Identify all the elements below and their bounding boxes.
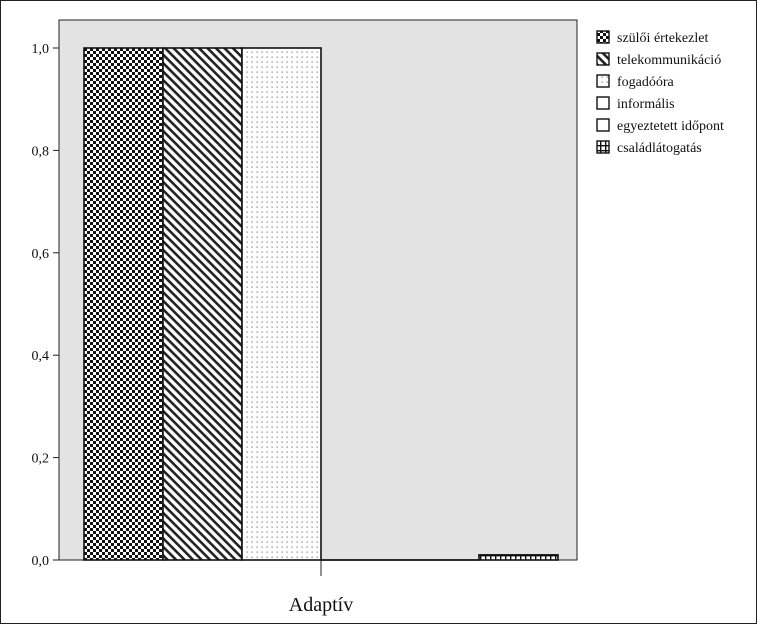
legend-label: szülői értekezlet (617, 31, 708, 46)
legend-swatch (596, 140, 610, 154)
bar-3 (241, 47, 322, 561)
legend-label: fogadóóra (617, 75, 675, 90)
x-axis: Adaptív (289, 560, 353, 616)
legend-label: egyeztetett időpont (617, 119, 724, 134)
legend-label: informális (617, 97, 675, 112)
bar-6 (478, 554, 559, 561)
legend-swatch (596, 74, 610, 88)
y-tick-label: 0,4 (32, 349, 50, 364)
legend-swatch (596, 52, 610, 66)
legend-swatch (596, 30, 610, 44)
legend: szülői értekezlet telekommunikáció fogadóó… (596, 30, 724, 156)
bar-2 (162, 47, 243, 561)
x-category-label: Adaptív (289, 594, 353, 616)
legend-swatch (596, 118, 610, 132)
bar-1 (83, 47, 164, 561)
y-tick-label: 1,0 (32, 42, 50, 57)
legend-label: családlátogatás (617, 141, 702, 156)
y-axis: 0,0 0,2 0,4 0,6 0,8 1,0 (32, 42, 59, 569)
bars-group (83, 47, 559, 561)
legend-label: telekommunikáció (617, 53, 721, 68)
y-tick-label: 0,0 (32, 554, 50, 569)
legend-swatch (596, 96, 610, 110)
y-tick-label: 0,2 (32, 452, 50, 467)
y-tick-label: 0,8 (32, 144, 50, 159)
y-tick-label: 0,6 (32, 247, 50, 262)
